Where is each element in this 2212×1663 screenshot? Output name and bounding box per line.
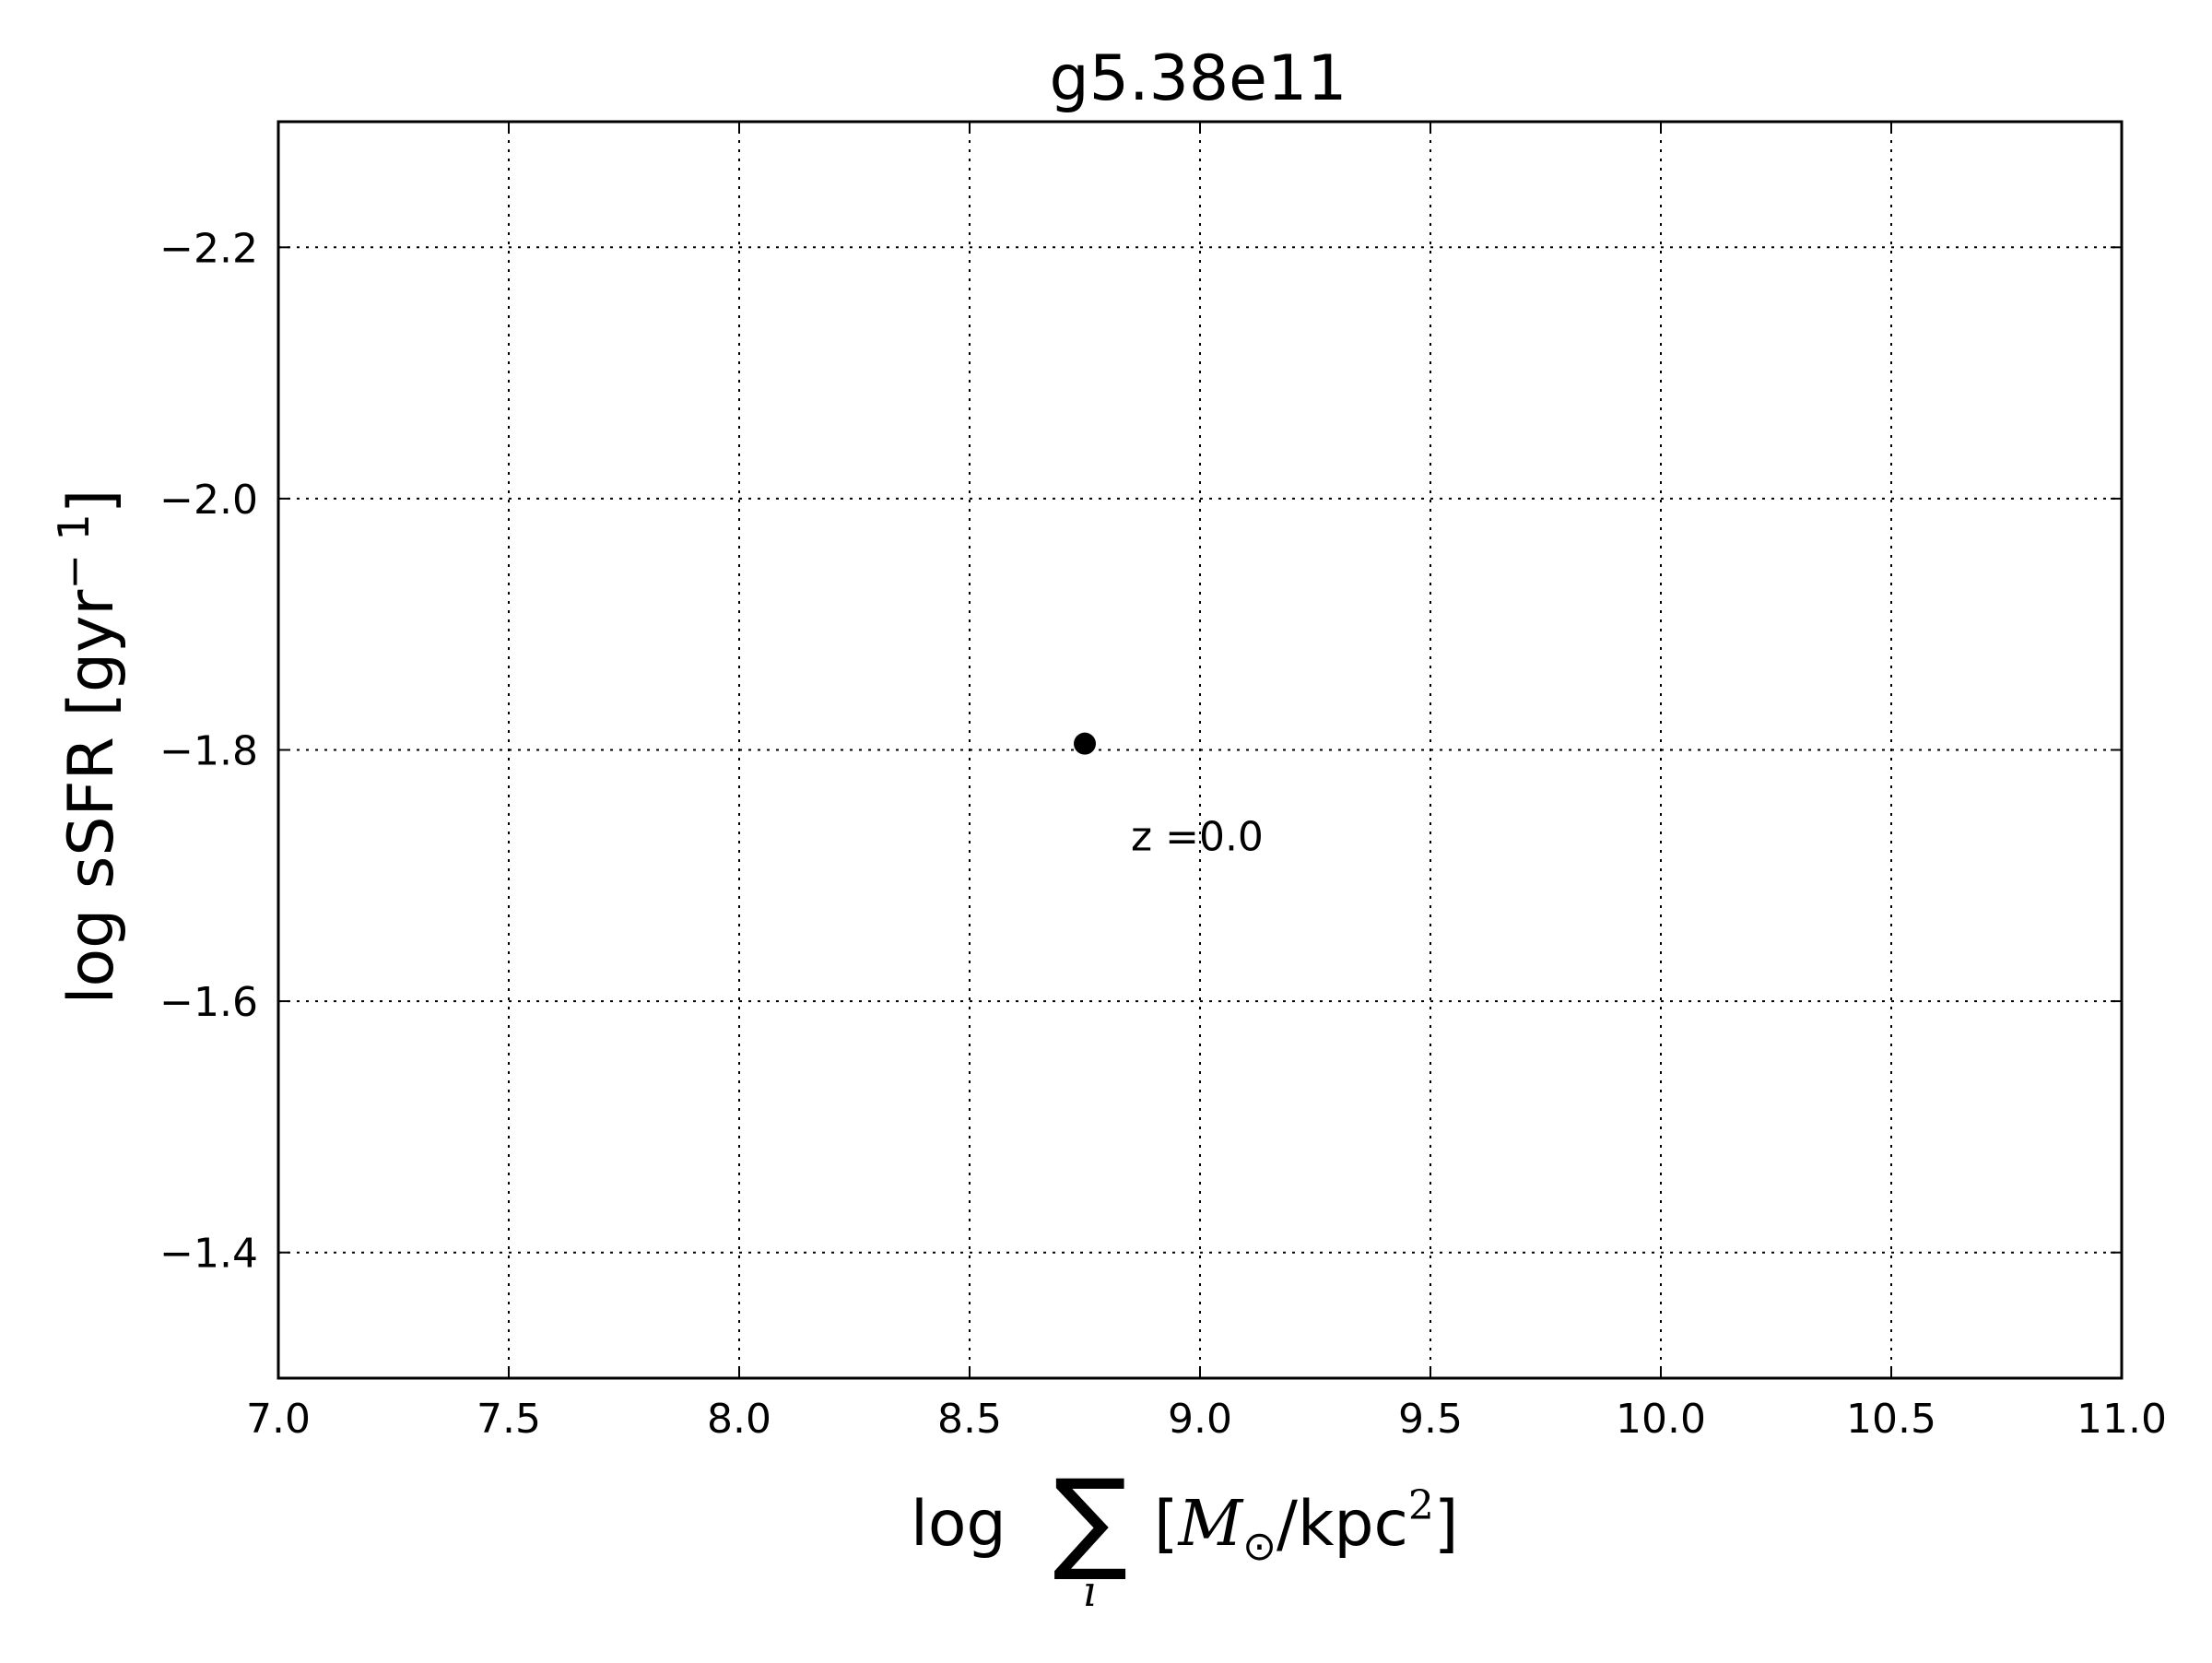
data-point [1074, 732, 1096, 755]
y-axis-label-exponent: − 1 [49, 513, 99, 589]
grid-lines [278, 122, 2122, 1378]
y-axis-label: log sSFR [gyr− 1] [49, 489, 128, 1005]
y-tick-label: −2.2 [159, 225, 258, 272]
x-tick-label: 9.0 [1168, 1396, 1232, 1443]
y-tick-label: −1.8 [159, 728, 258, 775]
x-axis-label-sum-symbol: ∑ [1053, 1457, 1128, 1585]
x-tick-label: 9.5 [1398, 1396, 1463, 1443]
data-points: z =0.0 [1074, 732, 1264, 861]
axis-ticks: 7.0 7.5 8.0 8.5 9.0 9.5 10.0 10.5 11.0 −2.2 −2.0 −1… [159, 122, 2167, 1443]
x-axis-label: log ∑ i [M⊙/kpc2] [911, 1457, 1458, 1616]
x-axis-label-bracket-close: ] [1434, 1488, 1459, 1561]
y-tick-label: −1.4 [159, 1231, 258, 1278]
x-axis-label-mass-symbol: M [1177, 1488, 1245, 1561]
y-axis-label-close: ] [55, 489, 128, 514]
x-tick-label: 10.0 [1616, 1396, 1706, 1443]
x-axis-label-unit: /kpc [1277, 1488, 1408, 1561]
y-tick-label: −1.6 [159, 979, 258, 1026]
x-axis-label-bracket-open: [ [1154, 1488, 1179, 1561]
y-tick-label: −2.0 [159, 477, 258, 524]
x-axis-label-prefix: log [911, 1488, 1006, 1561]
svg-text:[M⊙/kpc2]: [M⊙/kpc2] [1154, 1482, 1458, 1570]
x-tick-label: 11.0 [2077, 1396, 2167, 1443]
x-tick-label: 7.5 [477, 1396, 541, 1443]
svg-text:log sSFR [gyr− 1]: log sSFR [gyr− 1] [49, 489, 128, 1005]
x-tick-label: 8.0 [707, 1396, 771, 1443]
x-axis-label-mass-subscript: ⊙ [1242, 1523, 1277, 1570]
x-tick-label: 8.5 [937, 1396, 1002, 1443]
point-annotation: z =0.0 [1131, 814, 1264, 861]
x-axis-label-unit-exponent: 2 [1408, 1482, 1434, 1529]
x-tick-label: 10.5 [1846, 1396, 1936, 1443]
chart-title: g5.38e11 [1050, 42, 1347, 115]
x-tick-label: 7.0 [246, 1396, 311, 1443]
y-axis-label-text: log sSFR [gyr [55, 590, 128, 1005]
x-axis-label-sum-index: i [1084, 1566, 1098, 1616]
